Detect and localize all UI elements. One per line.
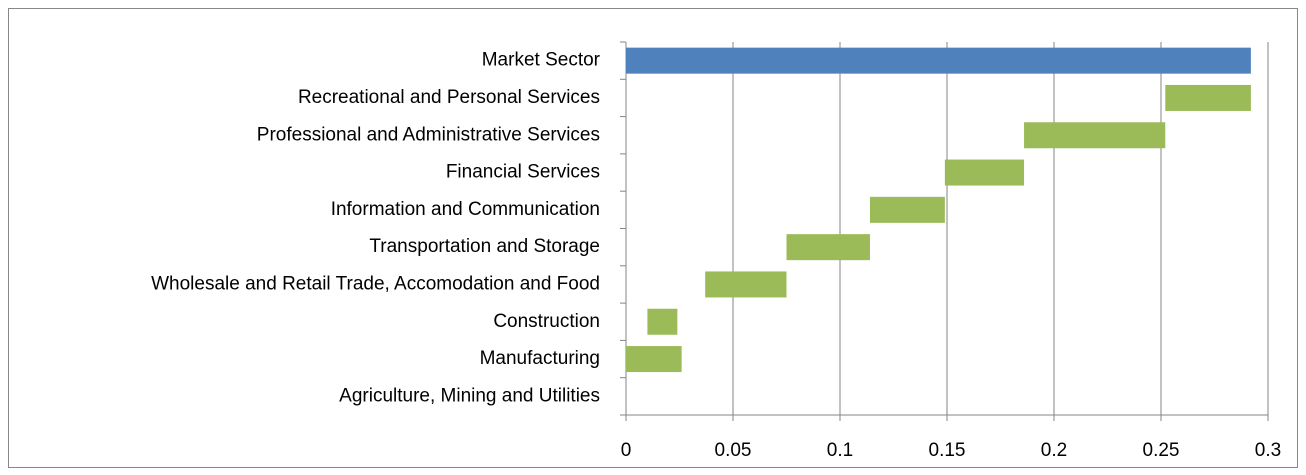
y-tick-label: Construction (493, 311, 600, 332)
bar (626, 47, 1251, 74)
x-tick-label: 0.05 (715, 440, 752, 461)
y-tick-label: Professional and Administrative Services (257, 124, 600, 145)
x-tick-label: 0.25 (1143, 440, 1180, 461)
bar (626, 346, 682, 373)
chart-border (8, 8, 1298, 468)
y-tick-label: Transportation and Storage (369, 236, 600, 257)
bar (1165, 84, 1251, 111)
y-tick-label: Agriculture, Mining and Utilities (339, 385, 600, 406)
y-tick-label: Recreational and Personal Services (298, 87, 600, 108)
bar (869, 196, 945, 223)
x-tick-label: 0.2 (1041, 440, 1067, 461)
y-tick-label: Manufacturing (480, 348, 600, 369)
bar (705, 271, 787, 298)
y-tick-label: Information and Communication (331, 199, 600, 220)
x-tick-label: 0 (621, 440, 632, 461)
x-tick-label: 0.15 (929, 440, 966, 461)
bar (786, 234, 870, 261)
x-tick-label: 0.1 (827, 440, 853, 461)
bar (647, 308, 678, 335)
x-tick-label: 0.3 (1255, 440, 1281, 461)
bar (1024, 122, 1166, 149)
bar (944, 159, 1025, 186)
y-tick-label: Wholesale and Retail Trade, Accomodation… (151, 273, 600, 294)
y-tick-label: Market Sector (482, 50, 601, 71)
y-tick-label: Financial Services (446, 162, 600, 183)
